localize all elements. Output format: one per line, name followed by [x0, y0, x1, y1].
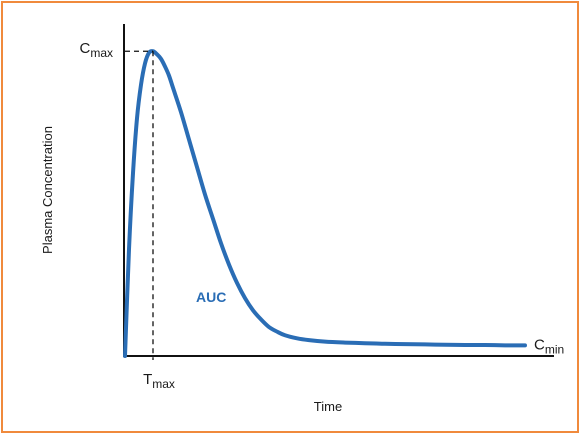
- cmax-label: Cmax: [79, 40, 113, 60]
- auc-label: AUC: [196, 289, 226, 305]
- cmax-label-sub: max: [90, 46, 113, 60]
- tmax-label-sub: max: [152, 377, 175, 391]
- x-axis-title: Time: [314, 399, 342, 414]
- y-axis-title: Plasma Concentration: [40, 126, 55, 254]
- cmin-label-main: C: [534, 336, 545, 353]
- tmax-label: Tmax: [143, 371, 175, 391]
- cmin-label: Cmin: [534, 336, 564, 356]
- concentration-curve: [123, 49, 527, 358]
- cmax-label-main: C: [79, 40, 90, 57]
- cmin-label-sub: min: [545, 342, 564, 356]
- tmax-label-main: T: [143, 371, 152, 388]
